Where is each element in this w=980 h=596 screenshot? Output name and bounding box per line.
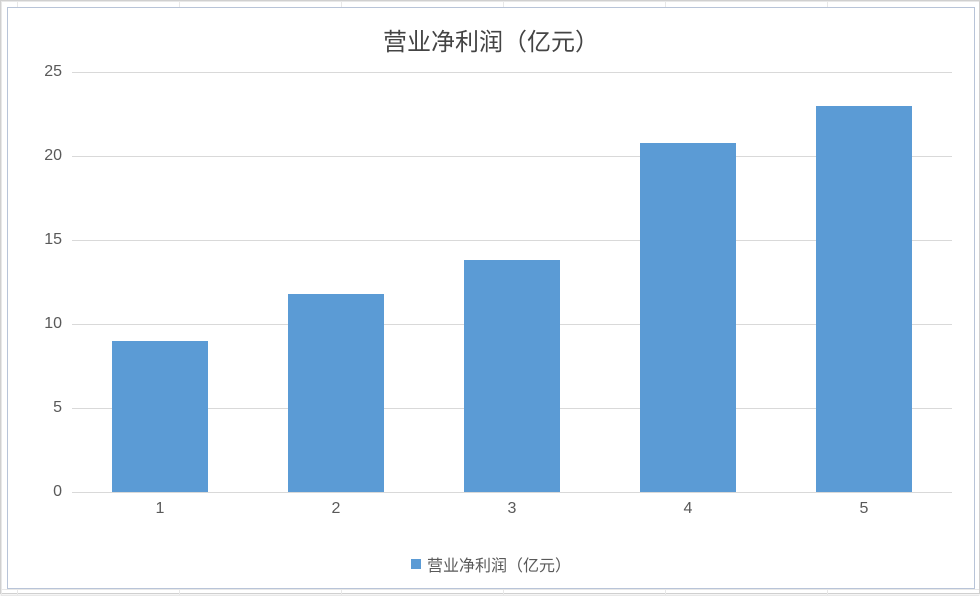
y-tick-label: 10 [44, 315, 62, 333]
y-tick-label: 25 [44, 63, 62, 81]
bars-row: 12345 [72, 72, 952, 492]
sheet-row-line [1, 1, 979, 2]
bar[interactable] [640, 143, 735, 492]
sheet-row-line [1, 589, 979, 590]
x-tick-label: 2 [332, 500, 341, 518]
y-tick-label: 15 [44, 231, 62, 249]
x-tick-label: 3 [508, 500, 517, 518]
bar-slot: 1 [72, 72, 248, 492]
bar-slot: 2 [248, 72, 424, 492]
spreadsheet-canvas: 营业净利润（亿元） 0510152025 12345 营业净利润（亿元） [0, 0, 980, 594]
y-tick-label: 0 [53, 483, 62, 501]
bar-slot: 5 [776, 72, 952, 492]
bar[interactable] [112, 341, 207, 492]
bar-slot: 3 [424, 72, 600, 492]
chart-container[interactable]: 营业净利润（亿元） 0510152025 12345 营业净利润（亿元） [7, 7, 975, 589]
x-tick-label: 1 [156, 500, 165, 518]
legend: 营业净利润（亿元） [8, 552, 974, 576]
chart-gridline [72, 492, 952, 493]
x-tick-label: 4 [684, 500, 693, 518]
chart-title: 营业净利润（亿元） [8, 8, 974, 65]
plot-area: 0510152025 12345 [72, 72, 952, 492]
x-tick-label: 5 [860, 500, 869, 518]
bar[interactable] [816, 106, 911, 492]
bar[interactable] [464, 260, 559, 492]
sheet-col-line [1, 1, 2, 595]
legend-swatch [411, 559, 421, 569]
y-tick-label: 5 [53, 399, 62, 417]
bar[interactable] [288, 294, 383, 492]
legend-label: 营业净利润（亿元） [427, 552, 571, 576]
bar-slot: 4 [600, 72, 776, 492]
y-tick-label: 20 [44, 147, 62, 165]
